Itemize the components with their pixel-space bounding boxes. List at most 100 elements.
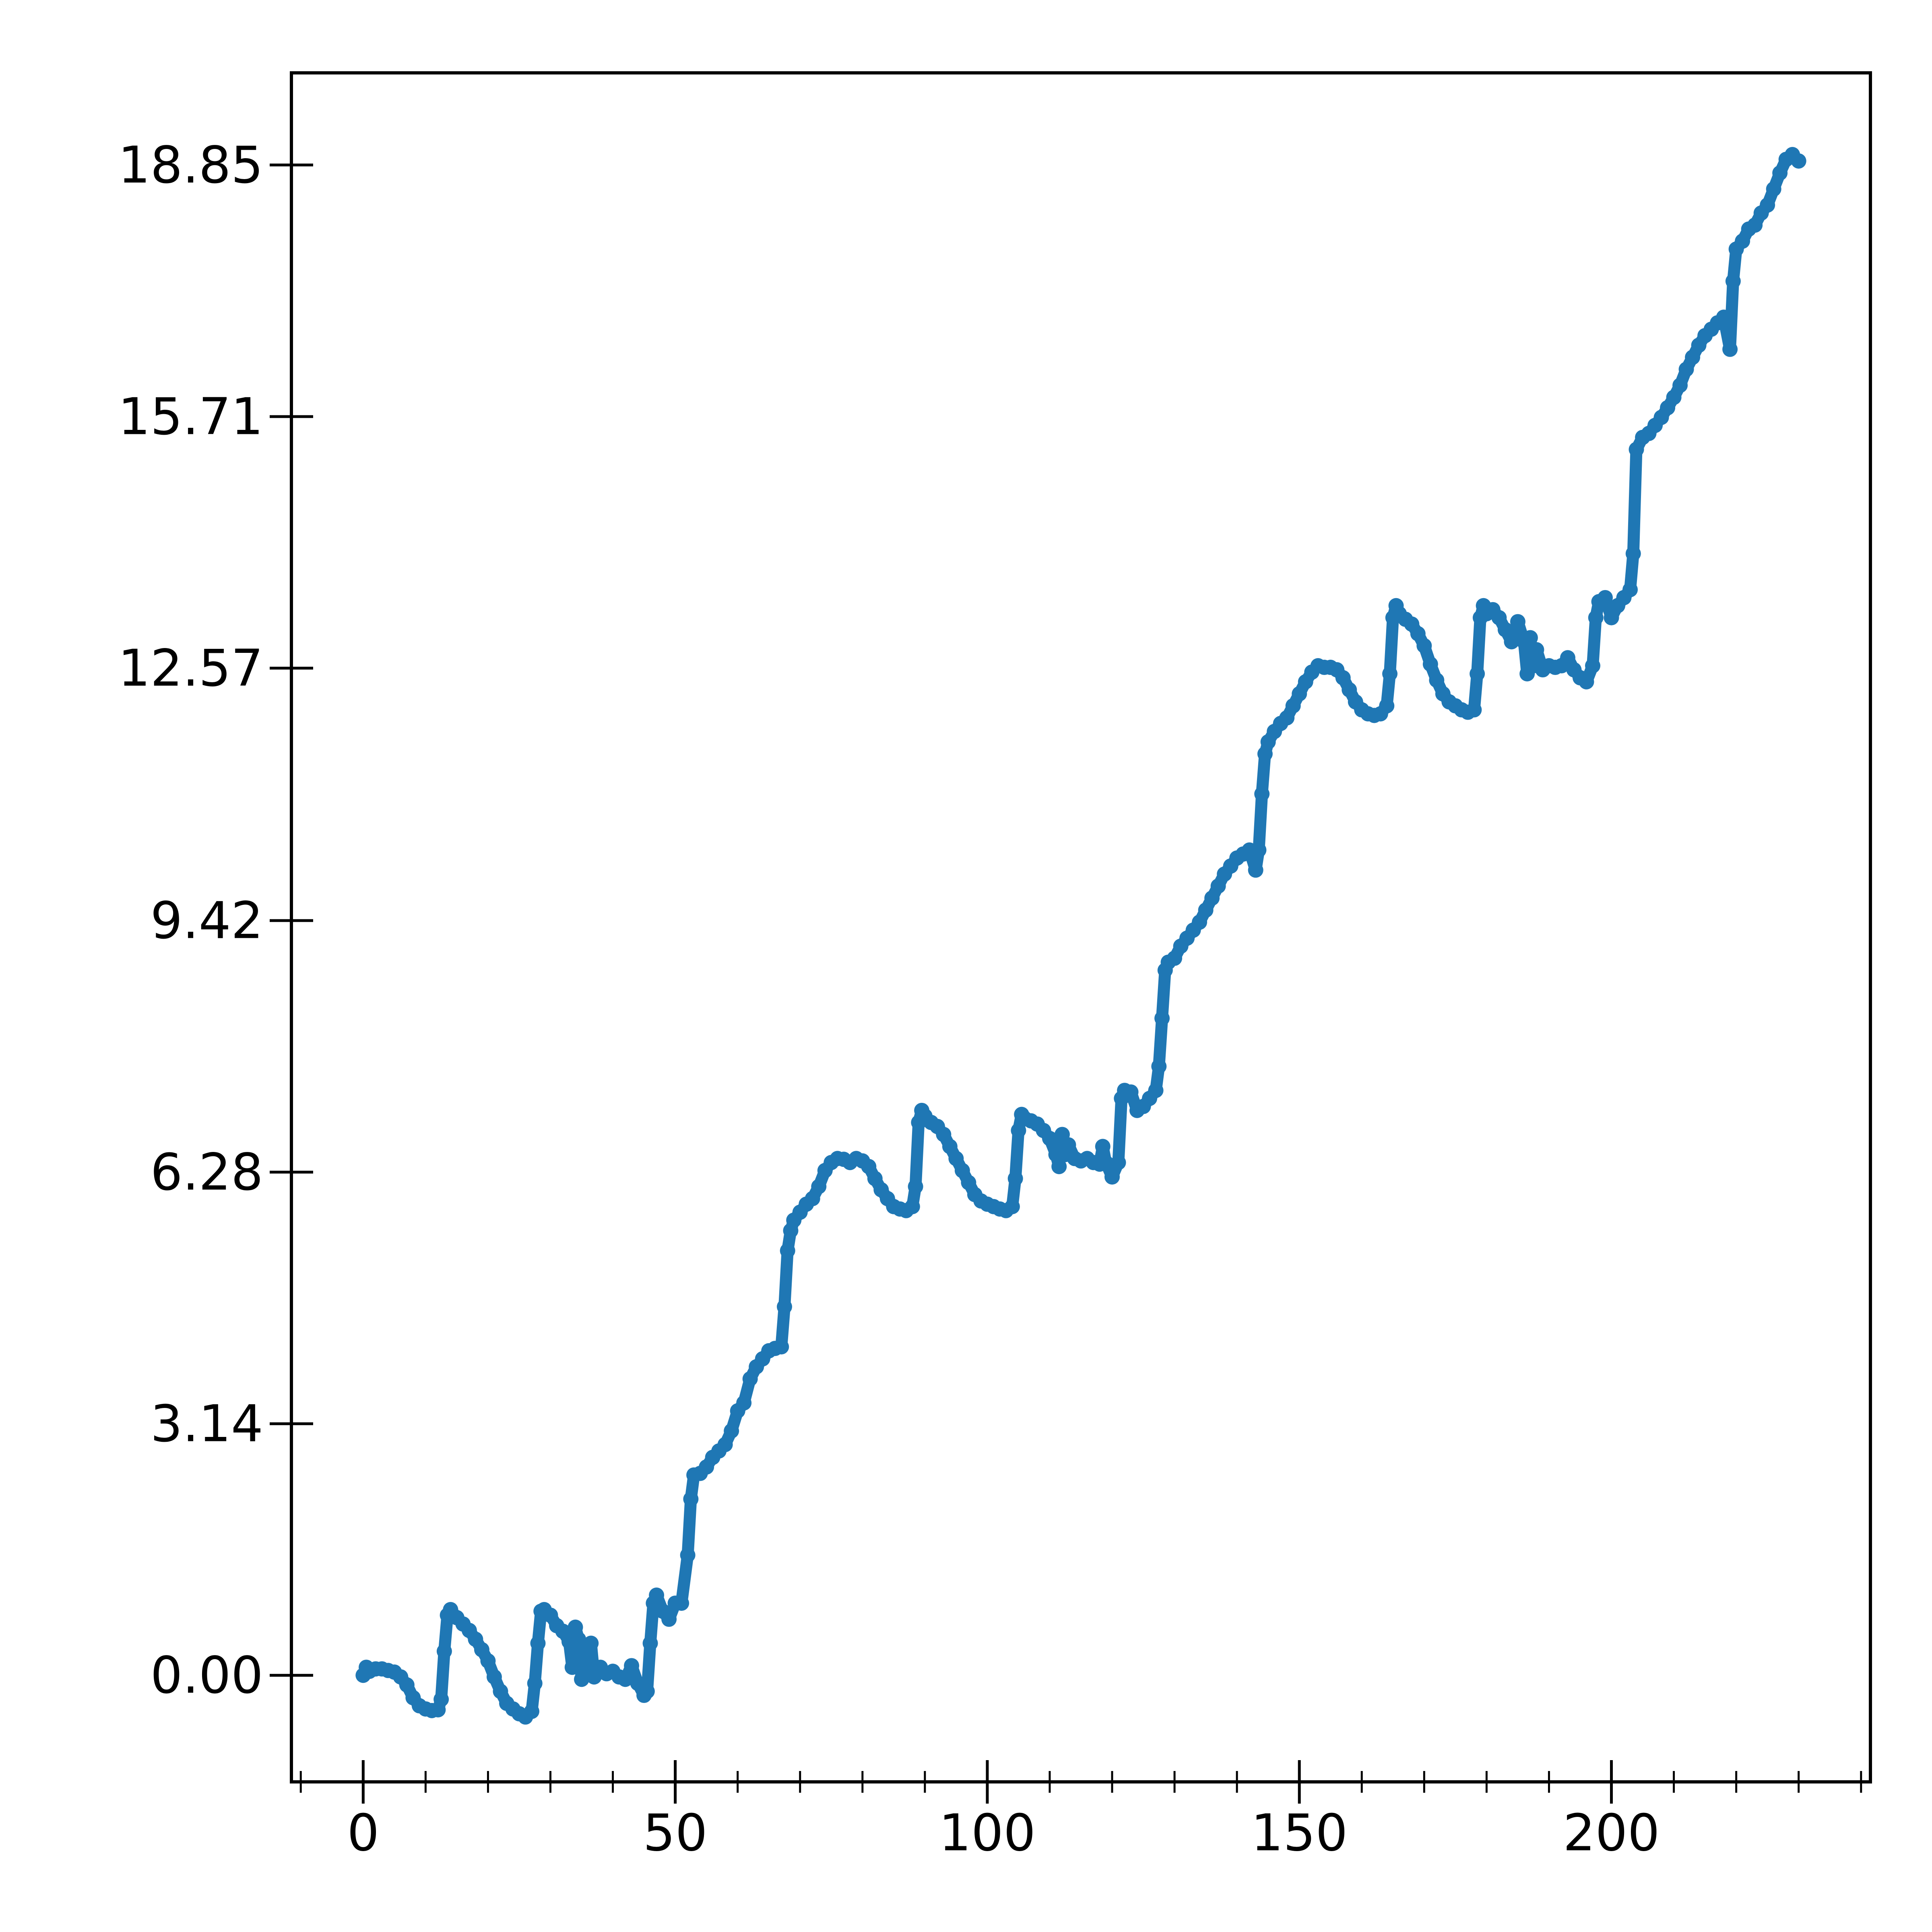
data-point xyxy=(1257,746,1273,762)
data-point xyxy=(433,1691,449,1707)
data-point xyxy=(948,1151,964,1166)
data-point xyxy=(1510,614,1525,630)
data-point xyxy=(1491,610,1507,625)
data-point xyxy=(1167,950,1183,966)
data-point xyxy=(1123,1084,1139,1100)
data-point xyxy=(942,1139,958,1154)
data-point xyxy=(1716,310,1732,325)
y-axis-ticks: 0.00 3.14 6.28 9.42 12.57 15.71 18.85 xyxy=(118,135,313,1705)
data-point xyxy=(1051,1159,1067,1174)
data-point xyxy=(1151,1059,1167,1074)
data-point xyxy=(527,1676,543,1691)
data-point xyxy=(1666,390,1682,405)
x-tick-label: 100 xyxy=(939,1803,1036,1862)
data-point xyxy=(1629,442,1644,457)
data-point xyxy=(717,1437,733,1452)
data-point xyxy=(1382,666,1398,681)
data-point xyxy=(1672,378,1688,393)
data-point xyxy=(1529,642,1544,658)
data-point xyxy=(1588,610,1604,625)
data-point xyxy=(742,1371,758,1387)
y-tick-label: 12.57 xyxy=(118,639,263,698)
data-point xyxy=(1791,153,1806,169)
plot-frame xyxy=(290,71,1872,1783)
data-point xyxy=(1192,914,1208,930)
y-tick-label: 15.71 xyxy=(118,387,263,446)
data-point xyxy=(474,1642,489,1657)
data-point xyxy=(1342,682,1357,698)
data-point xyxy=(1098,1155,1114,1170)
data-point xyxy=(1110,1155,1126,1170)
data-point xyxy=(493,1684,508,1699)
x-tick-label: 200 xyxy=(1563,1803,1660,1862)
data-point xyxy=(1104,1169,1120,1185)
data-point xyxy=(583,1635,599,1651)
data-point xyxy=(1685,349,1701,365)
data-point xyxy=(867,1171,883,1187)
data-point xyxy=(680,1547,696,1563)
data-point xyxy=(1604,610,1619,625)
data-series xyxy=(355,147,1806,1725)
data-point xyxy=(861,1159,877,1174)
data-point xyxy=(639,1684,655,1699)
data-point xyxy=(780,1243,795,1259)
data-point xyxy=(1279,710,1295,726)
data-point xyxy=(776,1299,792,1315)
data-point xyxy=(683,1491,699,1507)
data-point xyxy=(908,1179,923,1194)
data-point xyxy=(1379,698,1395,714)
data-point xyxy=(1772,165,1788,181)
data-point xyxy=(1579,674,1594,689)
data-point xyxy=(1210,878,1226,894)
y-tick-label: 6.28 xyxy=(150,1143,263,1202)
data-point xyxy=(524,1703,539,1719)
y-tick-label: 0.00 xyxy=(150,1646,263,1705)
data-point xyxy=(1042,1131,1057,1146)
data-point xyxy=(1148,1083,1164,1098)
data-point xyxy=(1722,341,1738,357)
data-point xyxy=(961,1175,976,1191)
data-point xyxy=(1622,582,1638,597)
data-point xyxy=(1760,197,1775,213)
x-tick-label: 0 xyxy=(347,1803,379,1862)
data-point xyxy=(1466,702,1482,718)
data-point xyxy=(530,1635,546,1651)
data-point xyxy=(1497,622,1513,638)
data-point xyxy=(1625,546,1641,561)
data-point xyxy=(1585,658,1600,674)
data-point xyxy=(1410,626,1426,642)
data-point xyxy=(1095,1139,1110,1154)
data-point xyxy=(1678,361,1694,377)
data-point xyxy=(1292,686,1307,702)
data-point xyxy=(1061,1137,1076,1153)
data-point xyxy=(674,1596,689,1611)
data-point xyxy=(1560,650,1575,666)
data-point xyxy=(564,1660,580,1675)
y-tick-label: 18.85 xyxy=(118,135,263,194)
data-point xyxy=(486,1669,502,1685)
data-point xyxy=(1766,181,1781,197)
data-point xyxy=(399,1677,415,1693)
data-point xyxy=(1251,842,1267,858)
data-point xyxy=(568,1619,583,1635)
data-point xyxy=(577,1647,592,1663)
data-point xyxy=(1154,1010,1170,1026)
data-point xyxy=(774,1339,789,1355)
data-point xyxy=(724,1423,739,1439)
data-point xyxy=(1422,656,1438,672)
data-point xyxy=(736,1395,752,1411)
data-point xyxy=(1011,1123,1026,1138)
data-point xyxy=(1248,862,1263,878)
data-point xyxy=(1198,902,1214,918)
data-point xyxy=(1004,1199,1020,1214)
data-point xyxy=(1725,273,1741,289)
data-point xyxy=(571,1631,586,1647)
data-point xyxy=(1335,670,1351,685)
data-point xyxy=(661,1611,677,1627)
data-point xyxy=(1504,634,1519,650)
x-tick-label: 50 xyxy=(643,1803,707,1862)
data-point xyxy=(436,1643,452,1659)
data-point xyxy=(954,1163,970,1179)
